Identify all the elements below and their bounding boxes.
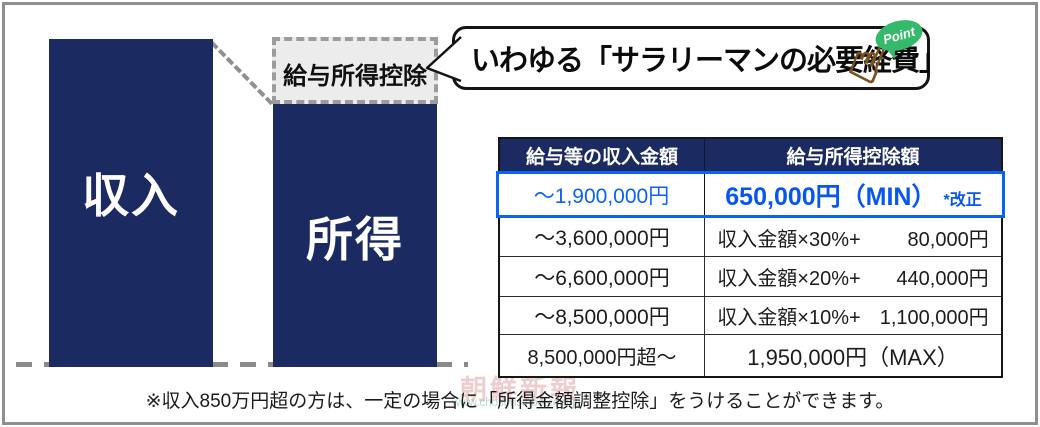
deduction-formula: 収入金額×30%+ 80,000円 — [717, 223, 988, 252]
formula-amount: 80,000円 — [907, 228, 989, 251]
deduction-value: 650,000円（MIN） *改正 — [705, 174, 1002, 215]
footnote-text: ※収入850万円超の方は、一定の場合に「所得金額調整控除」をうけることができます… — [145, 391, 895, 412]
deduction-box-label: 給与所得控除 — [283, 63, 427, 90]
net-income-bar-label: 所得 — [306, 213, 404, 266]
revision-note: *改正 — [943, 191, 982, 209]
header-income-column: 給与等の収入金額 — [500, 139, 705, 171]
baseline-dashed-line — [16, 362, 468, 367]
formula-text: 収入金額×10%+ — [717, 307, 861, 329]
income-range: 8,500,000円超～ — [500, 335, 705, 376]
deduction-table: 給与等の収入金額 給与所得控除額 ～1,900,000円 650,000円（MI… — [496, 137, 1005, 378]
point-badge-label: Point — [881, 23, 917, 48]
deduction-amount: 650,000円（MIN） — [725, 182, 937, 211]
watermark-logo: 朝鮮新報 — [460, 375, 580, 405]
deduction-value: 1,950,000円（MAX） — [747, 344, 959, 370]
formula-text: 収入金額×20%+ — [717, 268, 861, 290]
callout-text: いわゆる「サラリーマンの必要経費」 — [471, 45, 948, 77]
table-row: ～6,600,000円 収入金額×20%+ 440,000円 — [500, 256, 1001, 296]
deduction-formula: 収入金額×10%+ 1,100,000円 — [717, 301, 988, 330]
deduction-formula: 収入金額×20%+ 440,000円 — [717, 262, 988, 291]
table-row-highlighted: ～1,900,000円 650,000円（MIN） *改正 — [496, 171, 1005, 218]
income-bar-label: 収入 — [82, 168, 180, 222]
income-bar: 収入 — [49, 39, 213, 367]
watermark-url: www.chosonsinbo.com/jp — [452, 397, 582, 409]
formula-text: 収入金額×30%+ — [717, 228, 861, 251]
income-range: ～6,600,000円 — [500, 257, 705, 296]
table-row: ～3,600,000円 収入金額×30%+ 80,000円 — [500, 218, 1001, 256]
table-header-row: 給与等の収入金額 給与所得控除額 — [500, 139, 1001, 171]
table-row: ～8,500,000円 収入金額×10%+ 1,100,000円 — [500, 296, 1001, 334]
income-range: ～1,900,000円 — [499, 174, 705, 215]
formula-amount: 1,100,000円 — [879, 307, 989, 329]
header-deduction-column: 給与所得控除額 — [786, 146, 920, 168]
callout-tail — [425, 36, 462, 83]
net-income-bar: 所得 — [273, 104, 437, 367]
point-icon-group: ☝ Point — [840, 14, 927, 103]
deduction-dashed-box: 給与所得控除 — [272, 37, 438, 104]
callout-bubble: いわゆる「サラリーマンの必要経費」 ☝ Point — [452, 14, 948, 97]
table-row: 8,500,000円超～ 1,950,000円（MAX） — [500, 334, 1001, 376]
income-range: ～8,500,000円 — [500, 297, 705, 334]
income-range: ～3,600,000円 — [500, 218, 705, 256]
formula-amount: 440,000円 — [896, 268, 989, 290]
